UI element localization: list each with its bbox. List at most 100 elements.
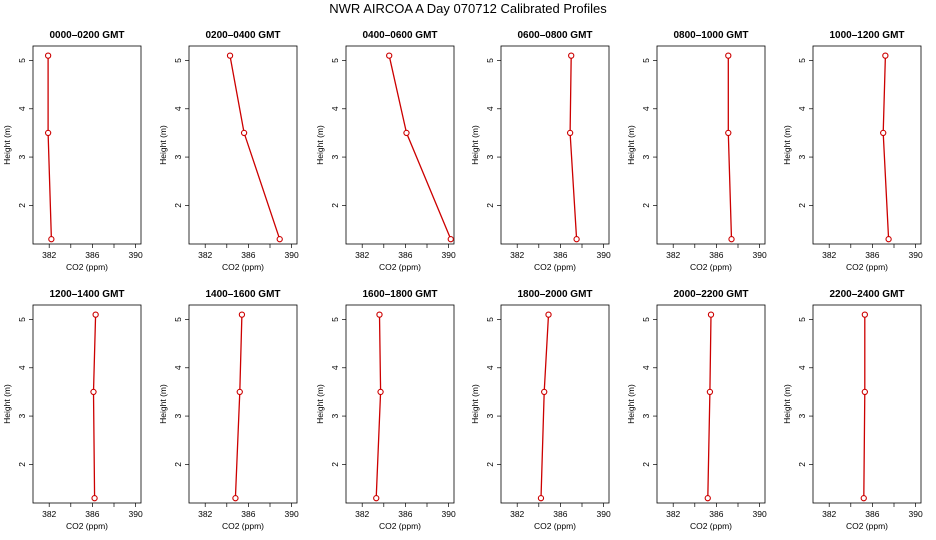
profile-panel: 1200–1400 GMT 382 386 390 2 3 4 5 CO2 (ppm) Heigh… bbox=[2, 289, 143, 531]
profile-line bbox=[540, 314, 550, 499]
panel-title: 0000–0200 GMT bbox=[49, 30, 124, 41]
data-point bbox=[90, 388, 97, 396]
x-axis-label: CO2 (ppm) bbox=[690, 262, 732, 272]
y-tick-label: 4 bbox=[173, 106, 183, 111]
x-axis-label: CO2 (ppm) bbox=[846, 262, 888, 272]
data-point bbox=[236, 388, 243, 396]
x-tick-label: 382 bbox=[666, 250, 680, 260]
data-point bbox=[725, 52, 732, 59]
data-point bbox=[92, 311, 99, 318]
data-point bbox=[91, 495, 98, 502]
x-tick-label: 382 bbox=[198, 509, 212, 519]
data-point bbox=[885, 236, 892, 243]
y-tick-label: 2 bbox=[17, 462, 27, 467]
x-tick-label: 382 bbox=[510, 250, 524, 260]
y-tick-label: 2 bbox=[485, 203, 495, 208]
x-axis-label: CO2 (ppm) bbox=[222, 521, 264, 531]
y-axis-label: Height (m) bbox=[315, 125, 325, 165]
panel-title: 0800–1000 GMT bbox=[673, 30, 748, 41]
y-tick-label: 2 bbox=[797, 462, 807, 467]
x-tick-label: 386 bbox=[865, 250, 879, 260]
data-point bbox=[707, 311, 715, 318]
x-tick-label: 386 bbox=[709, 250, 723, 260]
data-point bbox=[232, 495, 239, 502]
y-tick-label: 4 bbox=[485, 106, 495, 111]
y-tick-label: 2 bbox=[641, 203, 651, 208]
x-tick-label: 382 bbox=[822, 250, 836, 260]
plot-frame bbox=[812, 304, 922, 504]
data-point bbox=[860, 495, 867, 502]
y-axis-label: Height (m) bbox=[315, 384, 325, 424]
y-tick-label: 2 bbox=[330, 462, 340, 467]
plot-frame bbox=[188, 45, 298, 245]
y-axis-label: Height (m) bbox=[158, 125, 168, 165]
x-tick-label: 390 bbox=[597, 250, 611, 260]
y-tick-label: 5 bbox=[797, 58, 807, 63]
panel-title: 0600–0800 GMT bbox=[517, 30, 592, 41]
panel-title: 1400–1600 GMT bbox=[205, 289, 280, 300]
y-tick-label: 4 bbox=[797, 365, 807, 370]
profile-line bbox=[569, 55, 578, 240]
x-tick-label: 390 bbox=[753, 509, 767, 519]
x-tick-label: 386 bbox=[709, 509, 723, 519]
plot-frame bbox=[345, 304, 455, 504]
data-point bbox=[373, 495, 380, 502]
y-tick-label: 5 bbox=[330, 58, 340, 63]
profile-line bbox=[863, 314, 866, 499]
y-axis-label: Height (m) bbox=[626, 125, 636, 165]
x-tick-label: 386 bbox=[865, 509, 879, 519]
x-tick-label: 382 bbox=[510, 509, 524, 519]
x-tick-label: 382 bbox=[822, 509, 836, 519]
x-axis-label: CO2 (ppm) bbox=[66, 262, 108, 272]
y-tick-label: 2 bbox=[641, 462, 651, 467]
x-tick-label: 390 bbox=[129, 250, 143, 260]
y-tick-label: 4 bbox=[641, 106, 651, 111]
plot-frame bbox=[656, 45, 766, 245]
x-axis-label: CO2 (ppm) bbox=[379, 521, 421, 531]
y-tick-label: 3 bbox=[641, 154, 651, 159]
data-point bbox=[566, 129, 574, 137]
y-tick-label: 4 bbox=[173, 365, 183, 370]
y-tick-label: 3 bbox=[330, 154, 340, 159]
y-tick-label: 4 bbox=[17, 365, 27, 370]
y-tick-label: 3 bbox=[797, 413, 807, 418]
data-point bbox=[226, 52, 234, 59]
profile-line bbox=[92, 314, 97, 499]
x-tick-label: 382 bbox=[42, 250, 56, 260]
panel-title: 1000–1200 GMT bbox=[829, 30, 904, 41]
y-tick-label: 3 bbox=[485, 413, 495, 418]
profile-line bbox=[229, 55, 281, 240]
profile-panel: 0200–0400 GMT 382 386 390 2 3 4 5 CO2 (ppm) Heigh… bbox=[158, 30, 299, 272]
x-tick-label: 386 bbox=[398, 509, 412, 519]
data-point bbox=[44, 52, 52, 59]
x-tick-label: 390 bbox=[909, 509, 923, 519]
y-tick-label: 4 bbox=[330, 106, 340, 111]
y-tick-label: 4 bbox=[641, 365, 651, 370]
x-axis-label: CO2 (ppm) bbox=[66, 521, 108, 531]
data-point bbox=[240, 129, 248, 137]
page-title: NWR AIRCOA A Day 070712 Calibrated Profi… bbox=[329, 1, 607, 16]
panel-title: 0400–0600 GMT bbox=[362, 30, 437, 41]
y-axis-label: Height (m) bbox=[2, 384, 12, 424]
data-point bbox=[537, 495, 545, 502]
y-tick-label: 2 bbox=[173, 462, 183, 467]
x-axis-label: CO2 (ppm) bbox=[846, 521, 888, 531]
profile-panel: 1600–1800 GMT 382 386 390 2 3 4 5 CO2 (ppm) Heigh… bbox=[315, 289, 456, 531]
profile-line bbox=[727, 55, 733, 240]
data-point bbox=[386, 52, 393, 59]
profile-panel: 2000–2200 GMT 382 386 390 2 3 4 5 CO2 (ppm) Heigh… bbox=[626, 289, 767, 531]
data-point bbox=[725, 129, 732, 137]
y-tick-label: 3 bbox=[173, 154, 183, 159]
plot-frame bbox=[32, 45, 142, 245]
y-axis-label: Height (m) bbox=[470, 384, 480, 424]
data-point bbox=[568, 52, 575, 59]
data-point bbox=[238, 311, 246, 318]
profile-panel: 0400–0600 GMT 382 386 390 2 3 4 5 CO2 (ppm) Heigh… bbox=[315, 30, 456, 272]
y-tick-label: 3 bbox=[17, 413, 27, 418]
y-tick-label: 4 bbox=[330, 365, 340, 370]
data-point bbox=[48, 236, 55, 243]
y-tick-label: 5 bbox=[17, 58, 27, 63]
data-point bbox=[706, 388, 714, 396]
profile-panel: 0800–1000 GMT 382 386 390 2 3 4 5 CO2 (ppm) Heigh… bbox=[626, 30, 767, 272]
